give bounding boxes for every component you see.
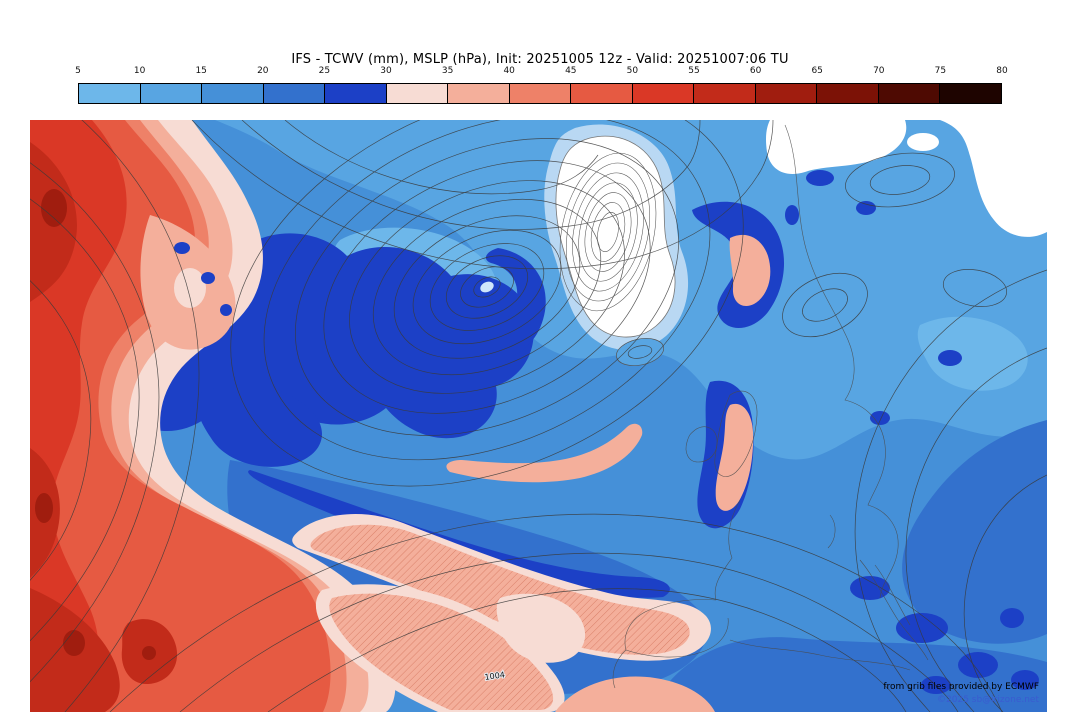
attribution: from grib files provided by ECMWF ©2025 … [883,681,1039,707]
colorbar-tick-label: 50 [626,66,639,76]
colorbar-segment [325,84,387,103]
colorbar-segment [509,84,572,103]
colorbar-segment [755,84,818,103]
colorbar-scale [78,83,1002,104]
weather-map: 1004 from grib files provided by ECMWF ©… [30,120,1047,712]
colorbar-segment [632,84,695,103]
colorbar-tick-label: 45 [565,66,577,76]
map-title: IFS - TCWV (mm), MSLP (hPa), Init: 20251… [291,52,789,67]
coastlines [612,124,929,689]
colorbar-tick-label: 80 [996,66,1008,76]
colorbar-tick-label: 55 [688,66,700,76]
attribution-copyright: ©2025 sb@irizone.net [937,694,1039,705]
colorbar-tick-label: 30 [380,66,392,76]
mslp-contours [30,120,1047,712]
colorbar-segment [694,84,756,103]
greenland-terrain-contours [559,152,657,312]
colorbar-segment [263,84,326,103]
greenland-region [544,120,1047,351]
colorbar-segment [448,84,510,103]
colorbar-tick-label: 5 [75,66,81,76]
colorbar-segment [140,84,203,103]
pressure-label: 1004 [484,670,505,682]
attribution-source: from grib files provided by ECMWF [883,681,1039,692]
colorbar-tick-label: 35 [441,66,454,76]
frontal-moisture-bands [292,234,771,712]
colorbar-segment [940,84,1001,103]
colorbar-tick-label: 60 [749,66,762,76]
colorbar-tick-label: 65 [811,66,823,76]
colorbar-segment [79,84,141,103]
colorbar-tick-label: 70 [873,66,885,76]
colorbar-tick-label: 10 [133,66,146,76]
low-pressure-eye [480,281,494,293]
colorbar: 5 10 15 20 25 30 35 40 45 50 55 60 65 70 75 80 [75,66,1008,106]
colorbar-tick-label: 20 [257,66,269,76]
atlantic-moisture-plume [30,120,396,712]
colorbar-segment [202,84,264,103]
colorbar-tick-label: 40 [503,66,515,76]
colorbar-ticks: 5 10 15 20 25 30 35 40 45 50 55 60 65 70 75 80 [75,66,1008,80]
colorbar-tick-label: 15 [195,66,207,76]
colorbar-tick-label: 25 [318,66,331,76]
colorbar-tick-label: 75 [934,66,947,76]
colorbar-segment [386,84,449,103]
colorbar-segment [817,84,879,103]
colorbar-segment [878,84,941,103]
colorbar-segment [571,84,633,103]
